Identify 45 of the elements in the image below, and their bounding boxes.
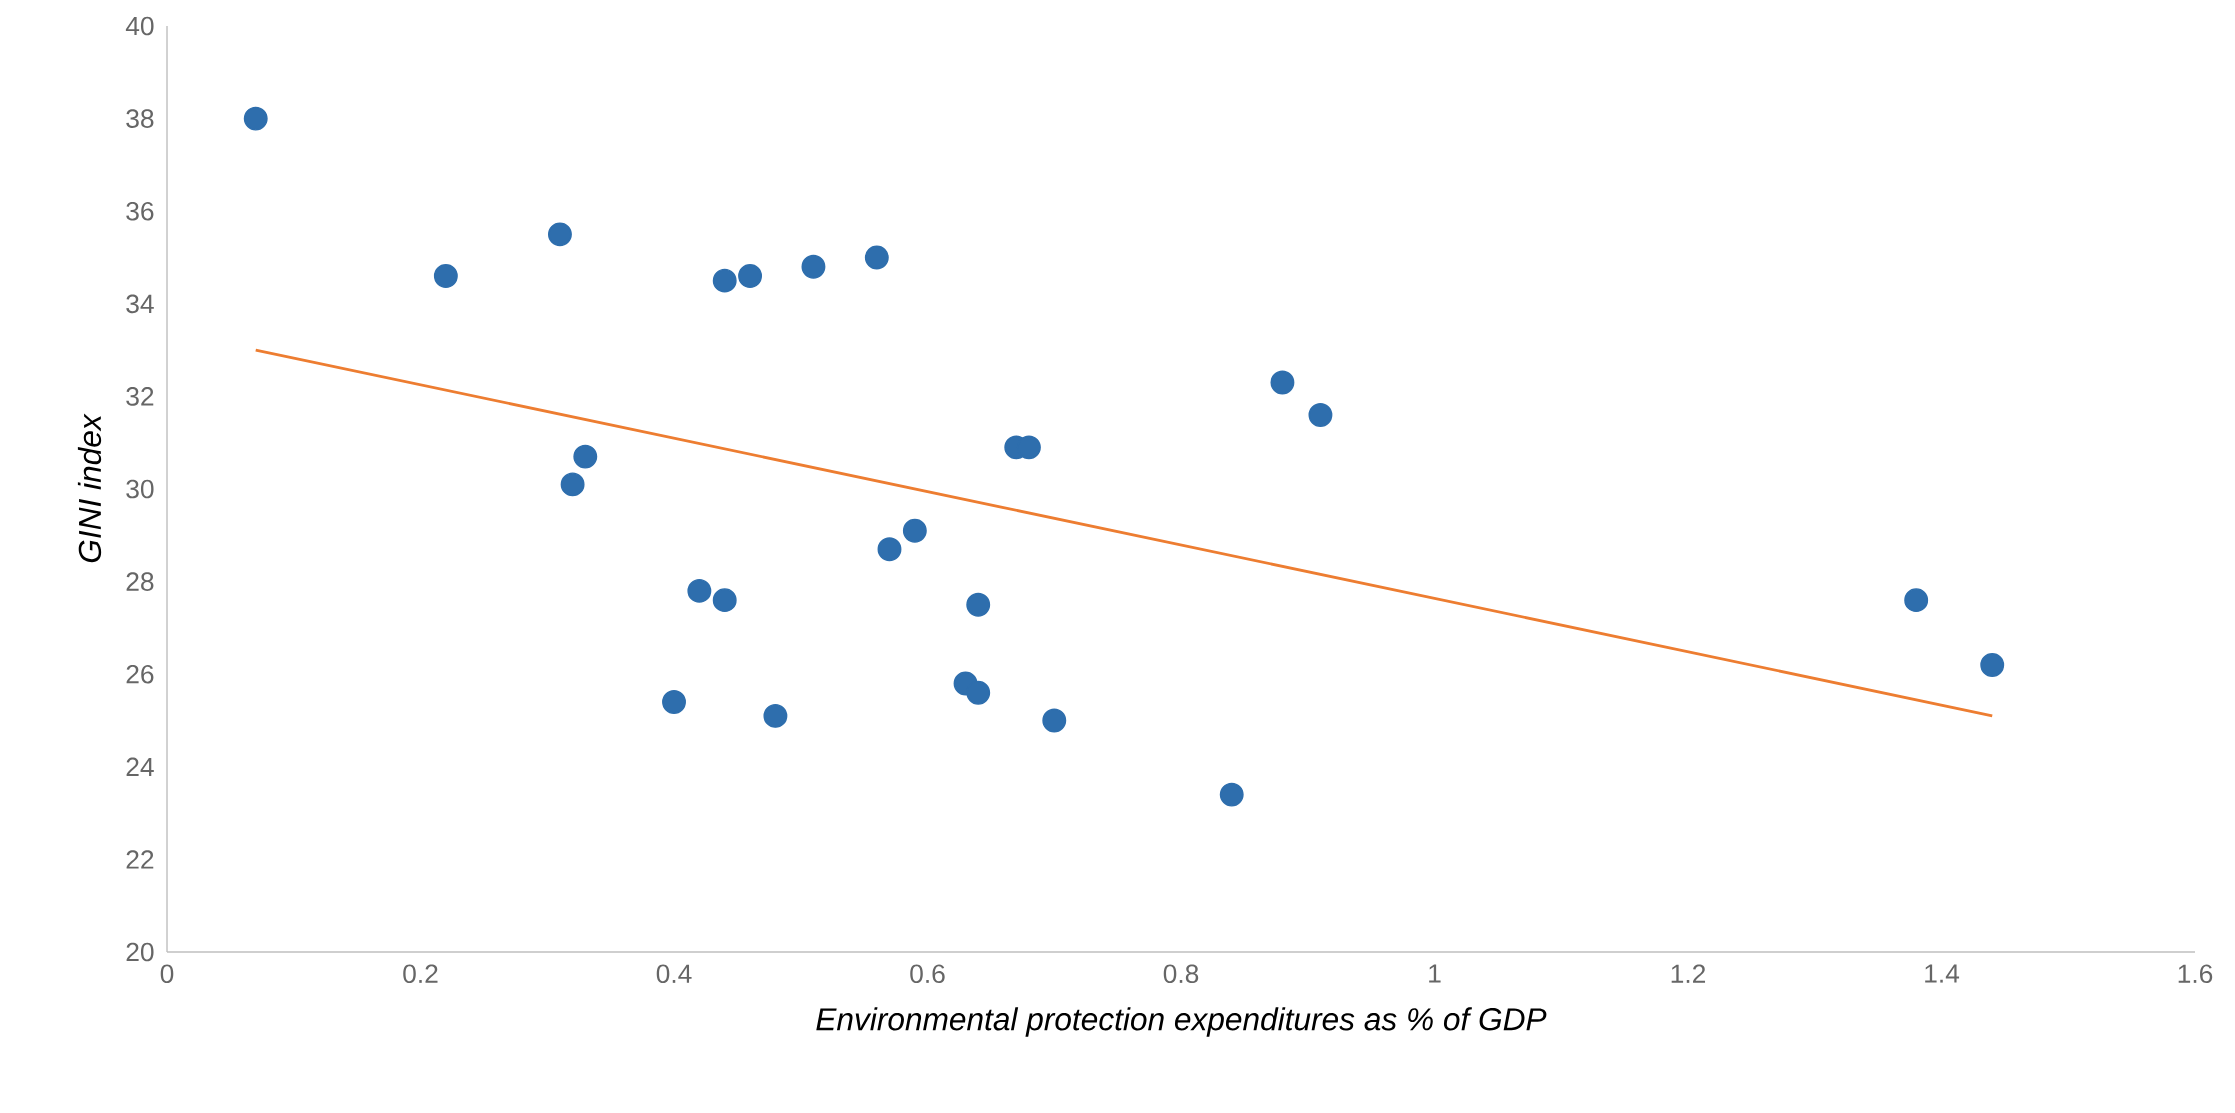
y-tick-label: 22 [126,850,154,869]
point [560,472,585,497]
point [1219,782,1244,807]
point [763,703,788,728]
point [1980,653,2005,677]
point [687,578,712,603]
point [1042,708,1067,733]
y-tick-label: 40 [125,16,154,36]
x-tick-label: 1.6 [2178,964,2213,984]
point [547,222,572,247]
y-tick-label: 28 [126,572,154,591]
x-tick-label: 0.4 [656,964,692,984]
x-tick-label: 0.6 [910,964,945,984]
point [801,254,826,279]
point [1308,402,1333,427]
point [1270,370,1295,395]
x-tick-label: 1.2 [1671,964,1706,983]
point [712,588,737,613]
x-tick-label: 1 [1429,964,1441,983]
x-axis-title: Environmental protection expenditures as % of GDP [816,1007,1547,1037]
point [877,537,902,562]
x-tick-label: 1.4 [1925,964,1960,983]
x-tick-label: 0.2 [403,964,438,984]
y-tick-label: 34 [126,294,154,314]
y-tick-label: 32 [126,387,154,406]
point [243,106,268,131]
point [966,680,991,705]
y-tick-label: 36 [126,201,154,221]
x-tick-label: 0.8 [1163,964,1199,984]
y-tick-label: 24 [126,757,154,777]
point [738,264,763,288]
y-tick-label: 38 [126,109,154,128]
point [966,592,991,617]
y-axis-title: GINI index [77,413,102,563]
point [573,444,598,469]
point [662,690,686,714]
y-tick-label: 30 [126,479,154,499]
point [433,264,458,288]
point [902,518,927,543]
y-tick-label: 20 [126,942,154,962]
point [864,245,889,270]
point [712,268,737,293]
y-tick-label: 26 [126,664,154,684]
x-tick-label: 0 [160,964,174,984]
point [1904,588,1929,613]
